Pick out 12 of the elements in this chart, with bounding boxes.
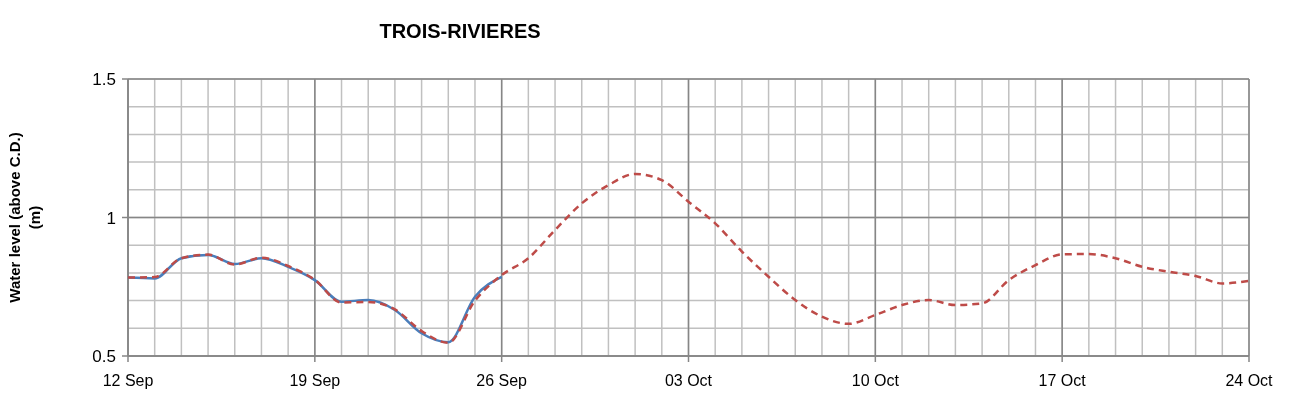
chart-title: TROIS-RIVIERES xyxy=(379,20,541,42)
y-tick-label: 1 xyxy=(106,208,116,228)
y-tick-label: 0.5 xyxy=(92,347,116,366)
x-tick-label: 19 Sep xyxy=(289,372,341,389)
x-tick-label: 03 Oct xyxy=(664,372,713,389)
x-tick-label: 10 Oct xyxy=(851,372,900,389)
x-tick-label: 24 Oct xyxy=(1225,372,1274,389)
x-tick-label: 17 Oct xyxy=(1038,372,1087,389)
y-axis-title: Water level (above C.D.) (m) xyxy=(6,132,43,303)
x-tick-label: 26 Sep xyxy=(476,372,528,389)
x-tick-label: 12 Sep xyxy=(102,372,154,389)
y-tick-label: 1.5 xyxy=(92,70,116,89)
